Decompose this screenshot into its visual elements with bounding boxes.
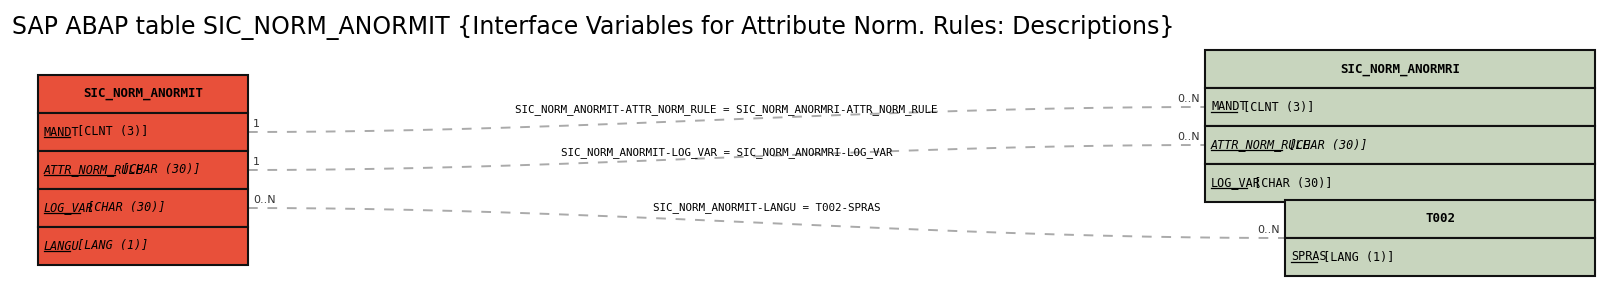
Bar bbox=[1206, 126, 1594, 164]
Bar bbox=[39, 113, 248, 151]
Text: 0..N: 0..N bbox=[1177, 94, 1199, 104]
Text: 0..N: 0..N bbox=[1177, 132, 1199, 142]
Text: [CHAR (30)]: [CHAR (30)] bbox=[116, 164, 202, 177]
Bar bbox=[1285, 238, 1594, 276]
Bar bbox=[39, 75, 248, 113]
Text: 0..N: 0..N bbox=[1257, 225, 1280, 235]
Text: 0..N: 0..N bbox=[253, 195, 276, 205]
Bar bbox=[1206, 50, 1594, 88]
Text: LOG_VAR: LOG_VAR bbox=[44, 202, 93, 215]
Text: MANDT: MANDT bbox=[1211, 101, 1246, 113]
Text: T002: T002 bbox=[1425, 212, 1456, 226]
Text: SIC_NORM_ANORMIT: SIC_NORM_ANORMIT bbox=[82, 88, 203, 101]
Text: SIC_NORM_ANORMIT-ATTR_NORM_RULE = SIC_NORM_ANORMRI-ATTR_NORM_RULE: SIC_NORM_ANORMIT-ATTR_NORM_RULE = SIC_NO… bbox=[516, 104, 938, 115]
Text: MANDT: MANDT bbox=[44, 126, 79, 139]
Text: [CHAR (30)]: [CHAR (30)] bbox=[1283, 139, 1369, 151]
Bar bbox=[39, 227, 248, 265]
Text: [LANG (1)]: [LANG (1)] bbox=[1317, 250, 1394, 264]
Text: 1: 1 bbox=[253, 157, 260, 167]
Text: LOG_VAR: LOG_VAR bbox=[1211, 177, 1261, 189]
Text: SIC_NORM_ANORMIT-LOG_VAR = SIC_NORM_ANORMRI-LOG_VAR: SIC_NORM_ANORMIT-LOG_VAR = SIC_NORM_ANOR… bbox=[561, 147, 893, 158]
Text: SPRAS: SPRAS bbox=[1291, 250, 1327, 264]
Text: SAP ABAP table SIC_NORM_ANORMIT {Interface Variables for Attribute Norm. Rules: : SAP ABAP table SIC_NORM_ANORMIT {Interfa… bbox=[11, 16, 1175, 40]
Text: LANGU: LANGU bbox=[44, 240, 79, 253]
Text: [LANG (1)]: [LANG (1)] bbox=[69, 240, 148, 253]
Text: [CLNT (3)]: [CLNT (3)] bbox=[1236, 101, 1315, 113]
Bar bbox=[1206, 88, 1594, 126]
Text: [CHAR (30)]: [CHAR (30)] bbox=[79, 202, 164, 215]
Text: SIC_NORM_ANORMIT-LANGU = T002-SPRAS: SIC_NORM_ANORMIT-LANGU = T002-SPRAS bbox=[653, 202, 880, 213]
Bar bbox=[1285, 200, 1594, 238]
Bar bbox=[1206, 164, 1594, 202]
Text: [CLNT (3)]: [CLNT (3)] bbox=[69, 126, 148, 139]
Text: ATTR_NORM_RULE: ATTR_NORM_RULE bbox=[44, 164, 143, 177]
Text: ATTR_NORM_RULE: ATTR_NORM_RULE bbox=[1211, 139, 1311, 151]
Text: 1: 1 bbox=[253, 119, 260, 129]
Bar bbox=[39, 151, 248, 189]
Text: [CHAR (30)]: [CHAR (30)] bbox=[1246, 177, 1332, 189]
Bar bbox=[39, 189, 248, 227]
Text: SIC_NORM_ANORMRI: SIC_NORM_ANORMRI bbox=[1340, 63, 1460, 75]
